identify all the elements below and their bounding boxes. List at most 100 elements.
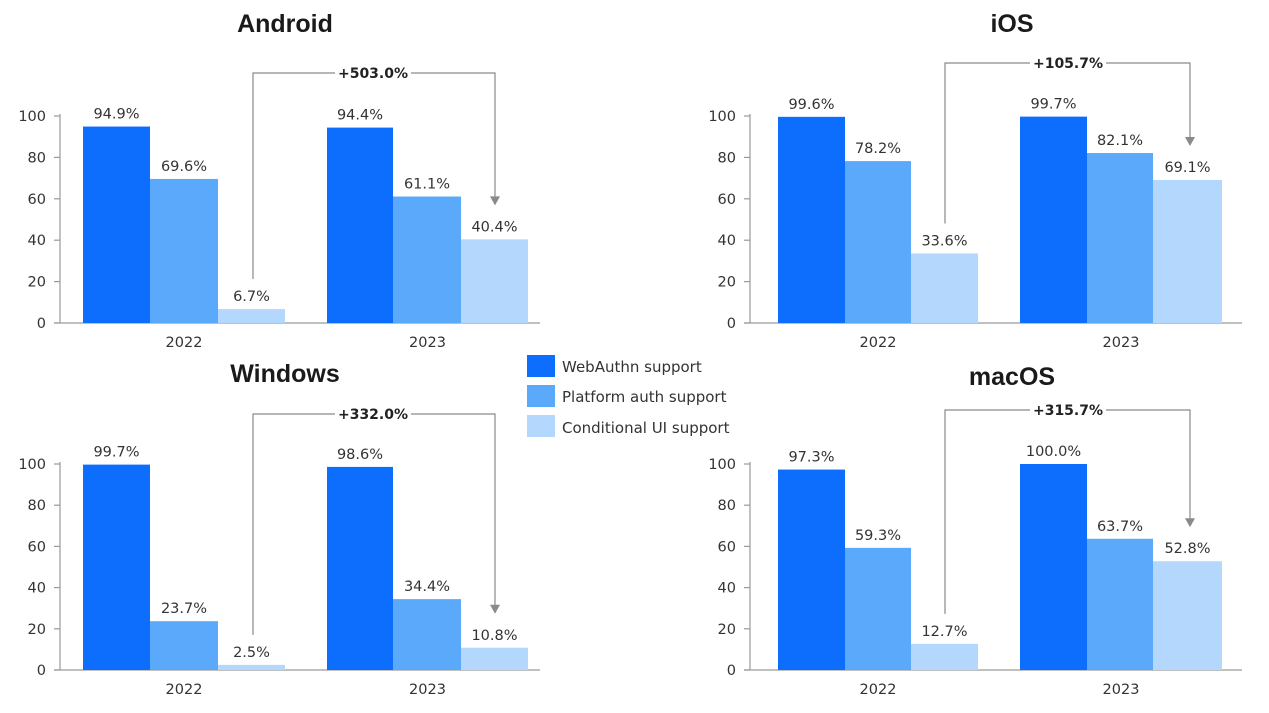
growth-label: +332.0%: [338, 407, 408, 423]
y-tick-label: 0: [727, 663, 736, 679]
y-tick-label: 100: [18, 457, 46, 473]
y-tick-label: 0: [37, 316, 46, 332]
growth-label: +105.7%: [1033, 56, 1103, 72]
y-tick-label: 100: [708, 457, 736, 473]
bar-conditional-ui-2023: [461, 647, 528, 670]
legend: WebAuthn support Platform auth support C…: [527, 355, 730, 437]
bar-webauthn-2022: [83, 126, 150, 323]
growth-label: +503.0%: [338, 66, 408, 82]
growth-annotation: +315.7%: [944, 403, 1195, 614]
arrow-down-icon: [1185, 518, 1195, 528]
chart-title: iOS: [990, 10, 1033, 38]
data-label: 94.4%: [337, 108, 383, 124]
data-label: 78.2%: [855, 141, 901, 157]
bar-platform-auth-2022: [845, 161, 911, 323]
data-label: 99.7%: [93, 445, 139, 461]
legend-swatch-conditional-ui: [527, 415, 555, 437]
y-tick-label: 60: [28, 539, 46, 555]
data-label: 34.4%: [404, 579, 450, 595]
growth-bracket-left: [252, 413, 335, 635]
bar-platform-auth-2022: [845, 547, 911, 670]
chart-title: Windows: [230, 360, 340, 388]
data-label: 40.4%: [471, 219, 517, 235]
x-tick-label: 2023: [1103, 682, 1140, 698]
y-tick-label: 40: [718, 581, 736, 597]
bar-conditional-ui-2022: [218, 664, 285, 670]
data-label: 97.3%: [788, 450, 834, 466]
growth-annotation: +332.0%: [252, 407, 500, 635]
y-tick-label: 0: [727, 316, 736, 332]
data-label: 52.8%: [1164, 541, 1210, 557]
bar-conditional-ui-2022: [911, 643, 978, 670]
data-label: 12.7%: [921, 624, 967, 640]
data-label: 61.1%: [404, 177, 450, 193]
bar-conditional-ui-2022: [911, 253, 978, 323]
x-tick-label: 2022: [860, 682, 897, 698]
bar-platform-auth-2023: [393, 599, 461, 670]
y-tick-label: 20: [28, 622, 46, 638]
x-tick-label: 2022: [860, 335, 897, 351]
data-label: 98.6%: [337, 447, 383, 463]
bar-webauthn-2022: [83, 464, 150, 670]
y-tick-label: 100: [708, 109, 736, 125]
bar-conditional-ui-2023: [461, 239, 528, 323]
y-tick-label: 40: [28, 581, 46, 597]
legend-swatch-webauthn: [527, 355, 555, 377]
growth-bracket-left: [944, 62, 1030, 224]
data-label: 23.7%: [161, 601, 207, 617]
bar-webauthn-2022: [778, 116, 845, 323]
data-label: 10.8%: [471, 628, 517, 644]
legend-swatch-platform-auth: [527, 385, 555, 407]
y-tick-label: 20: [718, 622, 736, 638]
data-label: 33.6%: [921, 233, 967, 249]
y-tick-label: 20: [718, 275, 736, 291]
y-tick-label: 80: [28, 150, 46, 166]
legend-label-webauthn: WebAuthn support: [562, 358, 702, 376]
data-label: 69.1%: [1164, 160, 1210, 176]
y-tick-label: 80: [28, 498, 46, 514]
bar-platform-auth-2023: [393, 196, 461, 323]
y-tick-label: 40: [718, 233, 736, 249]
chart-panel-macos: macOS 0 20 40 60 80 100 97.3% 59.3% 12.7% 2022 100.…: [708, 363, 1242, 698]
arrow-down-icon: [1185, 136, 1195, 146]
growth-bracket-right: [1106, 62, 1191, 138]
bar-platform-auth-2023: [1087, 153, 1153, 323]
bar-webauthn-2023: [327, 127, 393, 323]
bar-platform-auth-2023: [1087, 538, 1153, 670]
arrow-down-icon: [490, 196, 500, 206]
bar-conditional-ui-2022: [218, 309, 285, 323]
growth-annotation: +105.7%: [944, 56, 1195, 224]
x-tick-label: 2023: [1103, 335, 1140, 351]
chart-panel-ios: iOS 0 20 40 60 80 100 99.6% 78.2% 33.6% 2022 99.7% 8…: [708, 10, 1242, 351]
growth-label: +315.7%: [1033, 403, 1103, 419]
bar-conditional-ui-2023: [1153, 561, 1222, 670]
growth-bracket-left: [252, 72, 335, 280]
y-tick-label: 60: [718, 192, 736, 208]
data-label: 6.7%: [233, 289, 270, 305]
y-tick-label: 40: [28, 233, 46, 249]
chart-title: macOS: [969, 363, 1055, 391]
y-tick-label: 80: [718, 498, 736, 514]
growth-annotation: +503.0%: [252, 66, 500, 280]
bar-webauthn-2022: [778, 469, 845, 670]
y-tick-label: 0: [37, 663, 46, 679]
x-tick-label: 2023: [409, 335, 446, 351]
data-label: 59.3%: [855, 528, 901, 544]
legend-label-conditional-ui: Conditional UI support: [562, 419, 730, 437]
chart-panel-android: Android 0 20 40 60 80 100 94.9% 69.6% 6.7% 2022 94.…: [18, 10, 540, 351]
data-label: 2.5%: [233, 645, 270, 661]
bar-webauthn-2023: [327, 466, 393, 670]
growth-bracket-left: [944, 409, 1030, 614]
data-label: 99.6%: [788, 97, 834, 113]
chart-title: Android: [237, 10, 333, 38]
growth-bracket-right: [411, 72, 496, 198]
x-tick-label: 2022: [166, 335, 203, 351]
growth-bracket-right: [411, 413, 496, 606]
data-label: 100.0%: [1026, 444, 1081, 460]
y-tick-label: 60: [718, 539, 736, 555]
bar-webauthn-2023: [1020, 464, 1087, 670]
bar-conditional-ui-2023: [1153, 179, 1222, 323]
data-label: 99.7%: [1030, 97, 1076, 113]
arrow-down-icon: [490, 604, 500, 614]
